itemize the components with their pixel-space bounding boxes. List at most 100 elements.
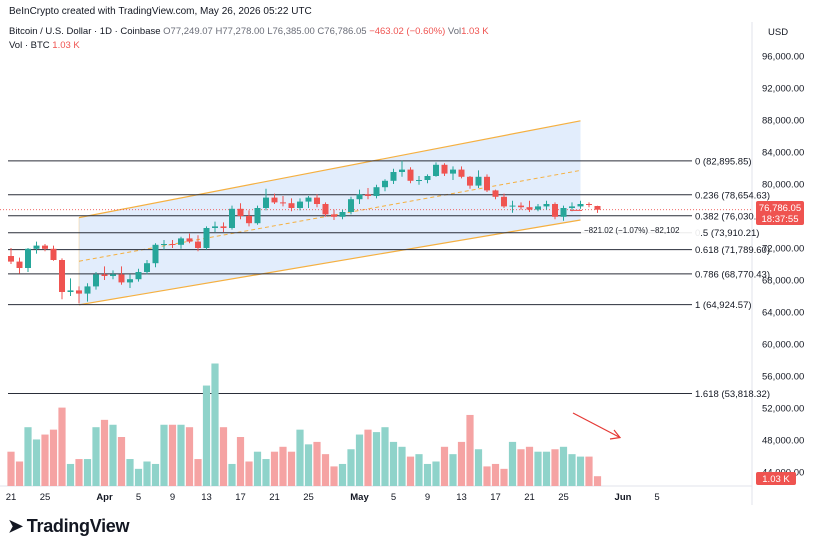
candle-body [33,245,40,249]
volume-bar [219,427,228,486]
fib-level-label: 1.618 (53,818.32) [695,389,770,400]
volume-legend: Vol · BTC 1.03 K [9,40,80,51]
volume-bar [330,466,338,486]
volume-bar [364,429,372,486]
y-tick-label: 68,000.00 [762,276,804,287]
candle-body [382,180,388,188]
time-tag-label: 18:37:55 [762,214,799,225]
candle-body [254,208,261,224]
volume-bar [151,463,160,486]
y-tick-label: 88,000.00 [762,116,804,127]
close-value: C76,786.05 [317,26,367,37]
volume-bar [500,468,508,486]
candle-body [475,176,482,186]
candle-body [577,204,584,207]
volume-bar [432,461,440,486]
candle-body [509,205,516,207]
candle-body [399,169,405,172]
volume-bar [211,363,219,486]
volume-bar [423,463,432,486]
y-tick-label: 80,000.00 [762,180,804,191]
candle-body [407,169,414,181]
candle-body [373,187,380,196]
volume-bar [194,459,202,486]
volume-tag-bg [756,472,796,485]
volume-indicator-label[interactable]: Vol · BTC [9,40,50,51]
candle-body [458,169,465,177]
volume-bar [491,463,500,486]
volume-bar [534,451,542,486]
volume-bar [296,429,304,486]
volume-bar [83,459,92,486]
tradingview-logo: ➤ TradingView [8,516,130,537]
candle-body [16,261,23,268]
vol-value: 1.03 K [461,26,489,37]
candle-body [543,204,550,207]
fib-level-label: 1 (64,924.57) [695,300,752,311]
low-value: L76,385.00 [267,26,315,37]
y-tick-label: 56,000.00 [762,372,804,383]
candle-body [288,203,295,208]
fib-level-label: 0.382 (76,030.82) [695,211,770,222]
candle-body [59,260,65,292]
volume-bar [75,459,83,486]
x-tick-label: 13 [201,492,212,503]
channel-upper-line [78,120,581,219]
fib-level-label: 0.5 (73,910.21) [695,228,759,239]
candle-body [195,241,201,248]
candle-body [178,238,184,245]
currency-label: USD [768,27,788,38]
candle-body [271,197,278,203]
volume-bar [593,476,602,486]
volume-bar [92,427,100,486]
volume-bar [474,449,483,486]
x-tick-label: 5 [136,492,141,503]
high-value: H77,278.00 [215,26,265,37]
x-tick-label: 25 [303,492,314,503]
candle-body [101,274,108,276]
candle-body [203,228,210,248]
candle-body [586,204,592,205]
volume-bar [202,385,211,486]
x-tick-label: 25 [40,492,51,503]
ohlc-legend: Bitcoin / U.S. Dollar · 1D · Coinbase O7… [9,26,489,37]
fib-level-label: 0 (82,895.85) [695,156,752,167]
x-tick-label: Apr [96,492,113,503]
volume-bar [126,459,134,486]
volume-bar [228,463,236,486]
volume-bar [576,456,585,486]
candle-body [50,248,57,260]
channel-fill [79,120,581,305]
volume-bar [32,439,41,486]
candle-body [8,256,14,262]
candle-body [297,201,303,208]
candle-body [161,244,167,245]
y-tick-label: 92,000.00 [762,84,804,95]
candle-body [263,197,269,208]
candle-body [127,279,133,283]
symbol-label[interactable]: Bitcoin / U.S. Dollar · 1D · Coinbase [9,26,161,37]
candle-body [535,206,541,210]
arrow-head [609,429,622,440]
volume-bar [508,441,517,486]
volume-bar [466,414,474,486]
candle-body [118,274,125,283]
volume-bar [551,449,559,486]
candle-body [416,180,422,181]
volume-bar [185,427,194,486]
candle-body [484,176,490,191]
x-tick-label: 9 [425,492,430,503]
x-tick-label: 21 [6,492,17,503]
volume-bar [398,446,406,486]
x-tick-label: 21 [269,492,280,503]
candle-body [467,176,473,186]
volume-bar [585,456,593,486]
volume-bar [542,451,551,486]
x-tick-label: Jun [615,492,632,503]
price-tag-label: 76,786.05 [759,203,801,214]
created-by-caption: BeInCrypto created with TradingView.com,… [9,6,312,17]
volume-bar [389,441,398,486]
candle-body [144,263,150,272]
x-tick-label: 9 [170,492,175,503]
